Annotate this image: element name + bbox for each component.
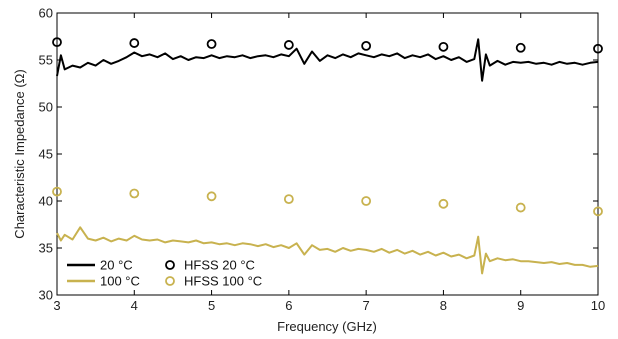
data-point [206, 191, 217, 202]
data-point [515, 202, 526, 213]
series-line-1 [56, 226, 599, 275]
data-point [206, 39, 217, 49]
y-tick-label: 40 [39, 194, 53, 209]
y-tick-label: 55 [39, 53, 53, 68]
data-point [361, 41, 372, 51]
data-point [129, 38, 140, 48]
series-line-0 [56, 38, 599, 82]
data-point [438, 198, 449, 209]
y-tick-label: 45 [39, 147, 53, 162]
x-tick-label: 10 [591, 298, 605, 313]
data-point [283, 40, 294, 50]
x-tick-label: 4 [131, 298, 138, 313]
data-point [438, 41, 449, 52]
data-point [593, 206, 603, 217]
x-tick-label: 3 [53, 298, 60, 313]
x-axis-label: Frequency (GHz) [277, 319, 377, 334]
data-point [283, 194, 294, 205]
y-tick-label: 50 [39, 100, 53, 115]
data-point [129, 188, 140, 199]
x-tick-label: 6 [285, 298, 292, 313]
data-point [361, 196, 372, 206]
y-tick-label: 35 [39, 241, 53, 256]
data-point [52, 186, 62, 197]
x-tick-label: 5 [208, 298, 215, 313]
data-point [515, 42, 526, 53]
legend-label: HFSS 100 °C [184, 274, 262, 289]
x-tick-label: 7 [363, 298, 370, 313]
y-axis-label: Characteristic Impedance (Ω) [12, 69, 27, 238]
series-layer [52, 37, 603, 275]
data-point [593, 43, 603, 54]
x-tick-label: 9 [517, 298, 524, 313]
legend-label: 100 °C [100, 274, 140, 289]
data-point [52, 37, 62, 48]
x-tick-label: 8 [440, 298, 447, 313]
legend-label: HFSS 20 °C [184, 258, 255, 273]
y-tick-label: 60 [39, 6, 53, 21]
legend-swatch [165, 260, 175, 270]
legend-label: 20 °C [100, 258, 133, 273]
y-tick-label: 30 [39, 288, 53, 303]
legend-swatch [165, 276, 175, 286]
